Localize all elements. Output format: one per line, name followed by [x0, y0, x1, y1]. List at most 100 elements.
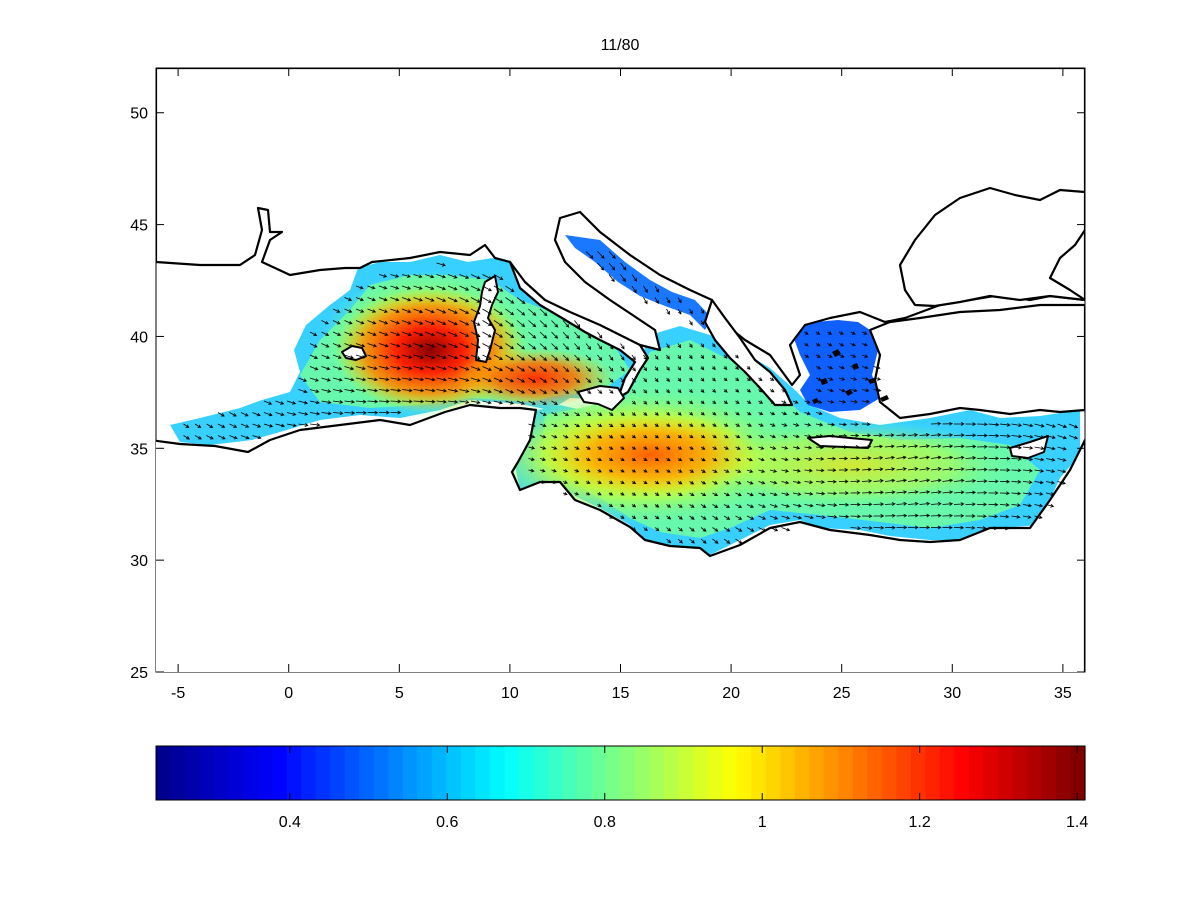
- vector-arrow: [436, 297, 447, 302]
- colorbar-cell: [1012, 746, 1028, 800]
- vector-arrow: [516, 389, 526, 394]
- vector-arrow: [700, 377, 705, 382]
- vector-arrow: [735, 366, 740, 370]
- corsica-sardinia: [473, 275, 499, 363]
- vector-arrow: [562, 446, 569, 450]
- vector-arrow: [884, 525, 896, 530]
- vector-arrow: [424, 308, 435, 314]
- vector-arrow: [988, 502, 999, 507]
- vector-arrow: [677, 480, 683, 485]
- vector-arrow: [689, 343, 693, 348]
- vector-arrow: [758, 411, 764, 416]
- vector-arrow: [758, 400, 764, 404]
- vector-arrow: [999, 479, 1011, 484]
- vector-arrow: [712, 538, 719, 544]
- vector-arrow: [378, 354, 389, 359]
- vector-arrow: [769, 515, 779, 520]
- vector-arrow: [631, 434, 637, 439]
- vector-arrow: [838, 388, 846, 393]
- vector-arrow: [965, 490, 977, 495]
- vector-arrow: [907, 501, 919, 506]
- vector-arrow: [666, 434, 671, 439]
- vector-arrow: [654, 354, 659, 360]
- vector-arrow: [666, 492, 671, 496]
- vector-arrow: [620, 446, 625, 450]
- vector-arrow: [298, 389, 308, 394]
- vector-arrow: [654, 434, 659, 439]
- vector-arrow: [827, 422, 836, 427]
- vector-arrow: [206, 423, 214, 428]
- vector-arrow: [896, 525, 908, 530]
- vector-arrow: [585, 354, 592, 361]
- vector-arrow: [459, 274, 470, 279]
- vector-arrow: [781, 469, 790, 473]
- vector-arrow: [286, 412, 297, 416]
- vector-arrow: [551, 446, 558, 450]
- vector-arrow: [827, 514, 838, 519]
- vector-arrow: [942, 467, 954, 471]
- vector-arrow: [965, 422, 977, 426]
- vector-arrow: [907, 455, 919, 460]
- vector-arrow: [804, 342, 809, 347]
- vector-arrow: [631, 366, 636, 372]
- vector-arrow: [378, 388, 390, 393]
- vector-arrow: [999, 503, 1010, 507]
- vector-arrow: [942, 444, 954, 449]
- vector-arrow: [827, 503, 838, 507]
- vector-arrow: [528, 389, 537, 394]
- vector-arrow: [367, 297, 376, 302]
- vector-arrow: [298, 423, 309, 427]
- vector-arrow: [677, 538, 683, 544]
- vector-arrow: [574, 389, 581, 394]
- vector-arrow: [516, 320, 526, 328]
- vector-arrow: [344, 297, 353, 302]
- vector-arrow: [666, 538, 672, 544]
- vector-arrow: [988, 422, 1000, 427]
- vector-arrow: [804, 445, 813, 450]
- vector-arrow: [712, 354, 716, 359]
- vector-arrow: [608, 251, 616, 259]
- vector-arrow: [999, 526, 1010, 531]
- vector-arrow: [505, 297, 515, 304]
- vector-arrow: [758, 423, 764, 427]
- vector-arrow: [493, 308, 503, 315]
- vector-arrow: [700, 354, 705, 360]
- vector-arrow: [677, 515, 683, 520]
- vector-arrow: [666, 354, 670, 360]
- vector-arrow: [620, 469, 625, 473]
- vector-arrow: [804, 457, 813, 461]
- vector-arrow: [999, 468, 1011, 472]
- vector-arrow: [516, 377, 526, 383]
- vector-arrow: [861, 526, 873, 530]
- vector-arrow: [815, 422, 824, 427]
- vector-arrow: [516, 400, 525, 405]
- vector-arrow: [367, 377, 378, 382]
- vector-arrow: [735, 446, 741, 450]
- vector-arrow: [735, 481, 742, 485]
- vector-arrow: [723, 377, 728, 382]
- vector-arrow: [781, 457, 789, 462]
- colorbar-cell: [838, 746, 854, 800]
- vector-arrow: [401, 377, 413, 382]
- vector-arrow: [528, 446, 536, 450]
- vector-arrow: [976, 456, 988, 461]
- vector-arrow: [654, 504, 660, 508]
- vector-arrow: [781, 446, 789, 450]
- colorbar-cell: [301, 746, 317, 800]
- colorbar-cell: [504, 746, 520, 800]
- vector-arrow: [413, 274, 423, 278]
- vector-arrow: [378, 377, 390, 382]
- vector-arrow: [470, 343, 481, 349]
- vector-arrow: [367, 343, 377, 348]
- vector-arrow: [620, 274, 626, 282]
- vector-arrow: [838, 365, 845, 370]
- vector-arrow: [953, 422, 965, 426]
- vector-arrow: [390, 331, 401, 336]
- vector-arrow: [815, 342, 821, 347]
- vector-arrow: [850, 479, 861, 484]
- vector-arrow: [597, 468, 602, 473]
- vector-arrow: [942, 490, 954, 495]
- vector-arrow: [482, 320, 492, 327]
- vector-arrow: [459, 400, 470, 404]
- vector-arrow: [712, 504, 719, 508]
